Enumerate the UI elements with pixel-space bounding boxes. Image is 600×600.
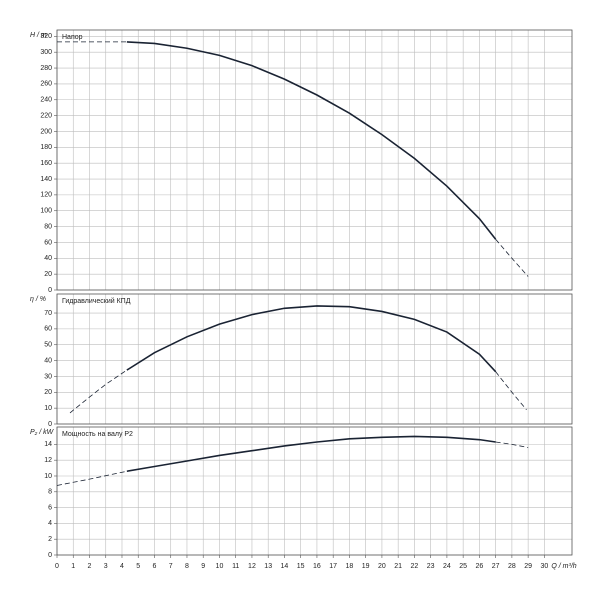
y-tick-label: 160 <box>40 160 52 167</box>
x-tick-label: 9 <box>201 563 205 570</box>
curve <box>56 470 127 486</box>
y-tick-label: 8 <box>48 489 52 496</box>
y-tick-label: 320 <box>40 33 52 40</box>
panel-title: Напор <box>62 34 83 41</box>
x-tick-label: 18 <box>346 563 354 570</box>
x-tick-label: 14 <box>281 563 289 570</box>
panel-frame <box>56 29 573 291</box>
y-tick-label: 2 <box>48 536 52 543</box>
y-tick-label: 300 <box>40 49 52 56</box>
curve <box>69 369 128 414</box>
y-tick-label: 6 <box>48 504 52 511</box>
x-tick-label: 3 <box>104 563 108 570</box>
curve <box>126 305 497 373</box>
x-tick-label: 2 <box>88 563 92 570</box>
x-tick-label: 7 <box>169 563 173 570</box>
y-tick-label: 10 <box>44 405 52 412</box>
y-tick-label: 14 <box>44 441 52 448</box>
x-tick-label: 0 <box>55 563 59 570</box>
x-tick-label: 27 <box>492 563 500 570</box>
x-tick-label: 21 <box>394 563 402 570</box>
x-tick-label: 6 <box>153 563 157 570</box>
y-tick-label: 20 <box>44 389 52 396</box>
x-tick-label: 5 <box>136 563 140 570</box>
x-tick-label: 24 <box>443 563 451 570</box>
y-tick-label: 30 <box>44 373 52 380</box>
y-tick-label: 260 <box>40 81 52 88</box>
x-tick-label: 12 <box>248 563 256 570</box>
x-tick-label: 16 <box>313 563 321 570</box>
x-tick-label: 15 <box>297 563 305 570</box>
x-tick-label: 23 <box>427 563 435 570</box>
y-tick-label: 100 <box>40 208 52 215</box>
y-tick-label: 20 <box>44 271 52 278</box>
y-tick-label: 140 <box>40 176 52 183</box>
x-tick-label: 8 <box>185 563 189 570</box>
x-tick-label: 19 <box>362 563 370 570</box>
x-tick-label: 17 <box>329 563 337 570</box>
panel-frame <box>56 426 573 556</box>
y-tick-label: 220 <box>40 112 52 119</box>
x-tick-label: 20 <box>378 563 386 570</box>
y-tick-label: 10 <box>44 473 52 480</box>
x-tick-label: 11 <box>232 563 239 570</box>
y-tick-label: 0 <box>48 552 52 559</box>
y-tick-label: 200 <box>40 128 52 135</box>
x-tick-label: 25 <box>459 563 467 570</box>
x-tick-label: 10 <box>216 563 224 570</box>
y-tick-label: 240 <box>40 97 52 104</box>
y-tick-label: 80 <box>44 223 52 230</box>
y-tick-label: 40 <box>44 357 52 364</box>
y-axis-label: P₂ / kW <box>30 429 55 436</box>
y-tick-label: 70 <box>44 310 52 317</box>
y-tick-label: 280 <box>40 65 52 72</box>
x-tick-label: 30 <box>540 563 548 570</box>
curve <box>495 371 527 410</box>
y-tick-label: 4 <box>48 520 52 527</box>
y-tick-label: 0 <box>48 287 52 294</box>
x-tick-label: 4 <box>120 563 124 570</box>
y-tick-label: 50 <box>44 342 52 349</box>
y-tick-label: 60 <box>44 326 52 333</box>
y-axis-label: H / m <box>30 32 47 39</box>
y-tick-label: 0 <box>48 421 52 428</box>
x-tick-label: 22 <box>411 563 419 570</box>
x-tick-label: 13 <box>264 563 272 570</box>
y-tick-label: 40 <box>44 255 52 262</box>
x-axis-label: Q / m³/h <box>551 563 576 570</box>
panel-frame <box>56 293 573 425</box>
y-tick-label: 12 <box>44 457 52 464</box>
y-axis-label: η / % <box>30 296 46 303</box>
x-tick-label: 28 <box>508 563 516 570</box>
x-tick-label: 1 <box>71 563 75 570</box>
panel-title: Гидравлический КПД <box>62 297 131 305</box>
y-tick-label: 180 <box>40 144 52 151</box>
y-tick-label: 60 <box>44 239 52 246</box>
curve <box>495 239 529 277</box>
x-tick-label: 29 <box>524 563 532 570</box>
panel-title: Мощность на валу P2 <box>62 431 133 438</box>
x-tick-label: 26 <box>475 563 483 570</box>
curve <box>495 441 529 448</box>
y-tick-label: 120 <box>40 192 52 199</box>
curve <box>126 41 497 240</box>
curve <box>126 435 496 473</box>
